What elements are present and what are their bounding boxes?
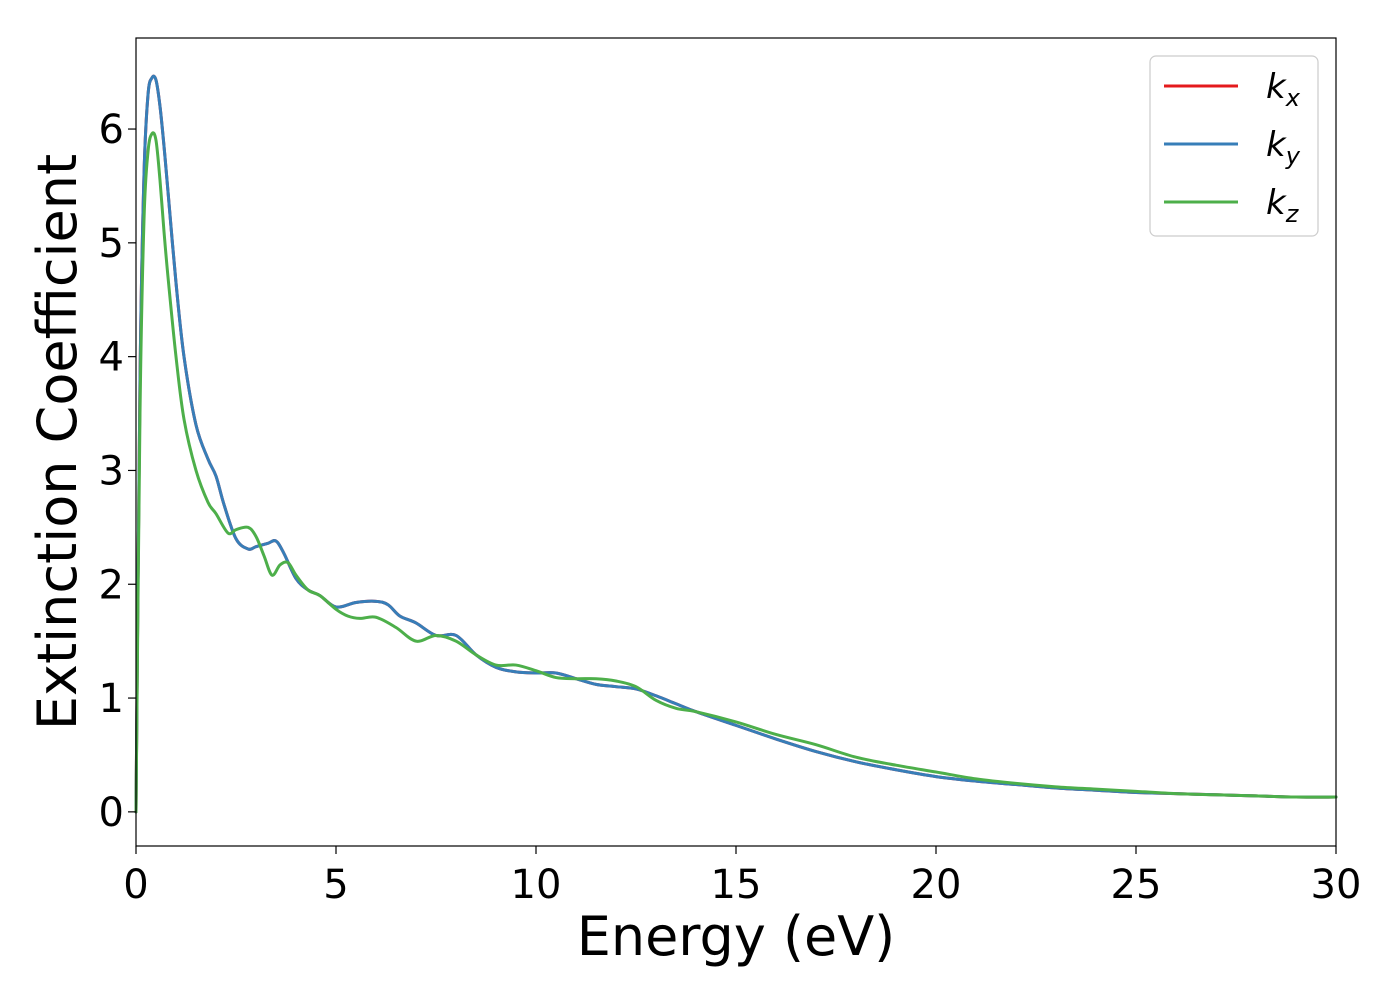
x-tick-label: 20 (911, 862, 962, 908)
x-tick-label: 10 (511, 862, 562, 908)
x-tick-label: 0 (123, 862, 148, 908)
x-tick-label: 25 (1111, 862, 1162, 908)
series-layer (134, 74, 1338, 814)
y-tick-label: 1 (99, 676, 124, 722)
x-axis-title: Energy (eV) (577, 905, 896, 968)
y-tick-label: 6 (99, 107, 124, 153)
legend-frame (1149, 55, 1319, 237)
y-axis-title: Extinction Coefficient (26, 154, 89, 730)
x-tick-label: 30 (1311, 862, 1362, 908)
y-tick-label: 4 (99, 335, 124, 381)
x-tick-label: 5 (323, 862, 348, 908)
series-line-k-z (134, 131, 1338, 814)
y-tick-label: 2 (99, 562, 124, 608)
legend-label-z: kz (1266, 183, 1300, 228)
x-tick-label: 15 (711, 862, 762, 908)
legend-label-y: ky (1266, 125, 1301, 170)
plot-area (136, 38, 1336, 846)
legend-label-x: kx (1266, 67, 1301, 112)
legend: kx ky kz (1149, 55, 1319, 237)
y-tick-label: 5 (99, 221, 124, 267)
y-tick-label: 3 (99, 448, 124, 494)
series-line-k-y (134, 74, 1338, 814)
tick-layer: 0 5 10 15 20 25 30 0 1 2 3 4 5 6 (99, 107, 1362, 908)
y-tick-label: 0 (99, 790, 124, 836)
plot-frame (135, 37, 1337, 847)
